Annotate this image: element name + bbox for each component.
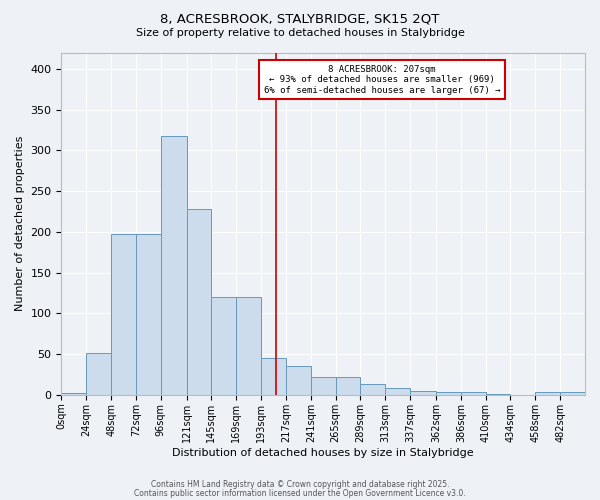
Bar: [261, 358, 286, 395]
Bar: [111, 234, 136, 395]
Text: Size of property relative to detached houses in Stalybridge: Size of property relative to detached ho…: [136, 28, 464, 38]
Text: Contains HM Land Registry data © Crown copyright and database right 2025.: Contains HM Land Registry data © Crown c…: [151, 480, 449, 489]
Bar: [410, 391, 436, 395]
Text: Contains public sector information licensed under the Open Government Licence v3: Contains public sector information licen…: [134, 488, 466, 498]
Bar: [311, 377, 335, 395]
Text: 8, ACRESBROOK, STALYBRIDGE, SK15 2QT: 8, ACRESBROOK, STALYBRIDGE, SK15 2QT: [160, 12, 440, 26]
X-axis label: Distribution of detached houses by size in Stalybridge: Distribution of detached houses by size …: [172, 448, 474, 458]
Bar: [461, 392, 485, 395]
Bar: [436, 392, 461, 395]
Bar: [560, 392, 585, 395]
Bar: [286, 366, 311, 395]
Bar: [535, 392, 560, 395]
Y-axis label: Number of detached properties: Number of detached properties: [15, 136, 25, 312]
Bar: [161, 136, 187, 395]
Bar: [61, 394, 86, 395]
Bar: [211, 297, 236, 395]
Bar: [361, 384, 385, 395]
Bar: [86, 352, 111, 395]
Text: 8 ACRESBROOK: 207sqm
← 93% of detached houses are smaller (969)
6% of semi-detac: 8 ACRESBROOK: 207sqm ← 93% of detached h…: [264, 64, 500, 94]
Bar: [136, 234, 161, 395]
Bar: [236, 297, 261, 395]
Bar: [187, 209, 211, 395]
Bar: [335, 377, 361, 395]
Bar: [485, 394, 511, 395]
Bar: [385, 388, 410, 395]
